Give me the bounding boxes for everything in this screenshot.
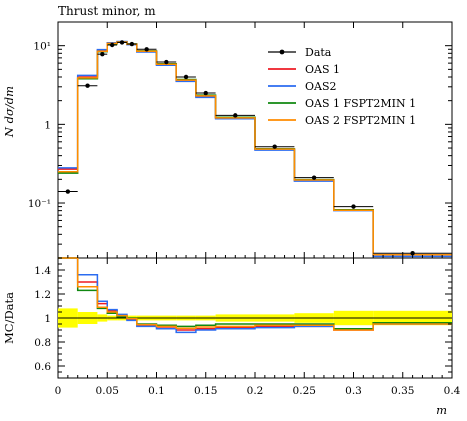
main-y-tick-label: 1 — [44, 119, 51, 131]
main-y-tick-label: 10⁻¹ — [28, 198, 51, 210]
legend: Data OAS 1 OAS2 OAS 1 FSPT2MIN 1 OAS 2 FSPT2… — [268, 46, 416, 127]
x-tick-label: 0.35 — [391, 385, 414, 397]
x-tick-label: 0.15 — [194, 385, 217, 397]
ratio-y-tick-label: 1.2 — [34, 289, 51, 301]
data-point — [85, 83, 90, 88]
legend-marker — [279, 49, 285, 55]
ratio-y-axis-label: MC/Data — [2, 292, 16, 344]
x-tick-label: 0.3 — [345, 385, 362, 397]
ratio-y-tick-label: 0.8 — [34, 337, 51, 349]
main-y-axis-label: N dσ/dm — [2, 86, 16, 138]
axes-ticks: 0 0.05 0.1 0.15 0.2 0.25 0.3 0.35 0.4 10⁻¹ 1 10¹ 0.6… — [28, 21, 461, 397]
x-tick-label: 0 — [55, 385, 62, 397]
series-line-oas2 — [58, 40, 452, 258]
data-point — [311, 175, 317, 180]
x-tick-label: 0.05 — [96, 385, 119, 397]
legend-label: OAS 2 FSPT2MIN 1 — [305, 114, 416, 127]
data-point — [203, 90, 208, 96]
legend-label: OAS 1 FSPT2MIN 1 — [305, 97, 416, 110]
x-axis-label: m — [436, 403, 447, 417]
data-uncertainty-band — [58, 308, 452, 328]
ratio-series-group — [58, 257, 452, 334]
x-tick-label: 0.2 — [247, 385, 264, 397]
data-point — [164, 59, 169, 65]
data-point — [109, 42, 115, 48]
x-tick-label: 0.4 — [444, 385, 461, 397]
data-point — [272, 144, 277, 149]
legend-label: OAS 1 — [305, 63, 340, 76]
data-point — [410, 251, 415, 256]
main-y-tick-label: 10¹ — [33, 41, 51, 53]
data-point — [183, 74, 189, 80]
ratio-y-tick-label: 1 — [44, 313, 51, 325]
legend-label: OAS2 — [305, 80, 337, 93]
data-point — [129, 41, 135, 47]
data-point — [65, 189, 71, 194]
series-line-oas-2-fspt2min-1 — [58, 41, 452, 256]
data-point — [119, 40, 125, 45]
ratio-y-tick-label: 1.4 — [34, 265, 51, 277]
data-markers — [58, 40, 452, 256]
ratio-line-oas2 — [58, 257, 452, 334]
data-point — [100, 51, 105, 57]
x-tick-label: 0.25 — [293, 385, 316, 397]
ratio-line-oas-2-fspt2min-1 — [58, 257, 452, 331]
x-tick-label: 0.1 — [148, 385, 165, 397]
data-point — [351, 204, 356, 209]
legend-label: Data — [305, 46, 332, 59]
data-point — [144, 47, 149, 52]
chart-title: Thrust minor, m — [58, 4, 156, 18]
main-series-group — [58, 40, 452, 258]
ratio-y-tick-label: 0.6 — [34, 361, 51, 373]
data-point — [233, 113, 238, 118]
